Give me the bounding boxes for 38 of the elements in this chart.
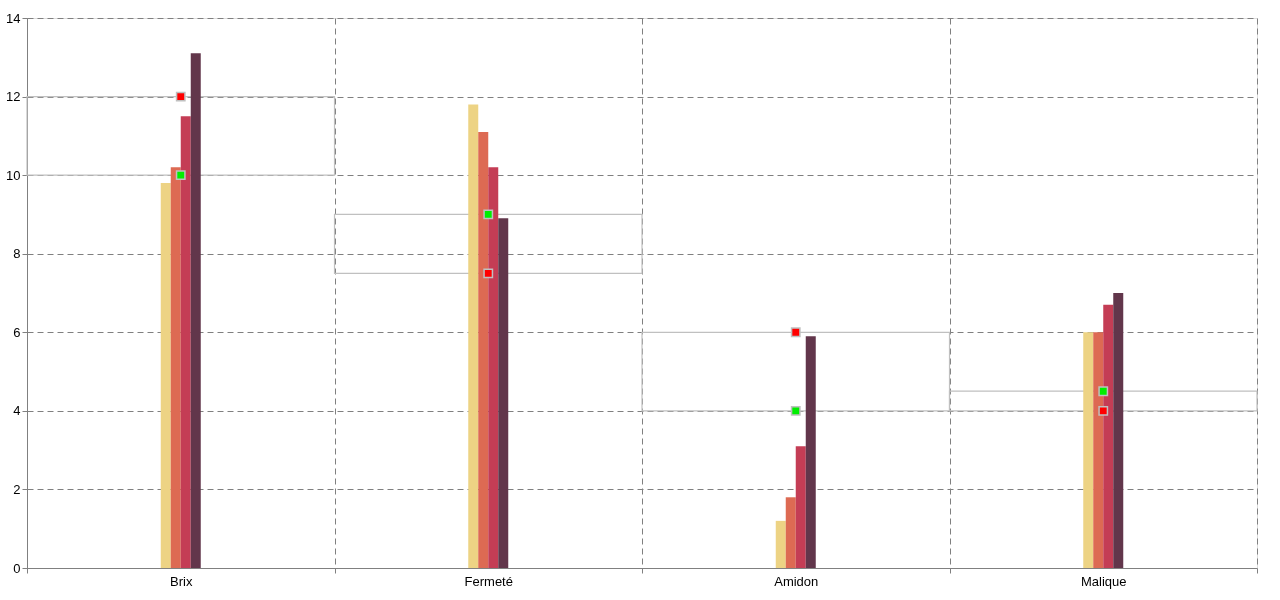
bar: [478, 131, 489, 568]
bar: [333, 213, 643, 274]
y-tick-label: 10: [6, 167, 21, 183]
bar: [160, 183, 171, 568]
bar: [180, 116, 191, 568]
point: [1098, 405, 1109, 416]
point: [483, 209, 494, 220]
bar: [1093, 332, 1104, 568]
bar: [775, 520, 786, 568]
point: [175, 170, 186, 181]
y-tick-label: 4: [13, 403, 21, 419]
y-tick-label: 14: [6, 10, 21, 26]
y-tick-label: 0: [13, 560, 21, 576]
bar: [795, 446, 806, 568]
bar: [498, 218, 509, 568]
bar: [1103, 304, 1114, 568]
y-tick-label: 12: [6, 89, 21, 105]
bar: [805, 336, 816, 568]
bar: [26, 95, 336, 176]
point: [790, 327, 801, 338]
point: [483, 268, 494, 279]
point: [175, 91, 186, 102]
x-tick-label: Fermeté: [464, 573, 513, 589]
point: [790, 405, 801, 416]
point: [1098, 386, 1109, 397]
y-tick-label: 2: [13, 481, 21, 497]
bar: [785, 497, 796, 568]
bar: [1113, 293, 1124, 568]
y-tick-label: 8: [13, 246, 21, 262]
bar: [170, 167, 181, 568]
bar: [468, 104, 479, 568]
bar: [190, 53, 201, 568]
x-tick-label: Malique: [1080, 573, 1127, 589]
bar: [1083, 332, 1094, 568]
x-tick-label: Brix: [170, 573, 193, 589]
bar: [488, 167, 499, 568]
x-tick-label: Amidon: [774, 573, 819, 589]
y-tick-label: 6: [13, 324, 21, 340]
